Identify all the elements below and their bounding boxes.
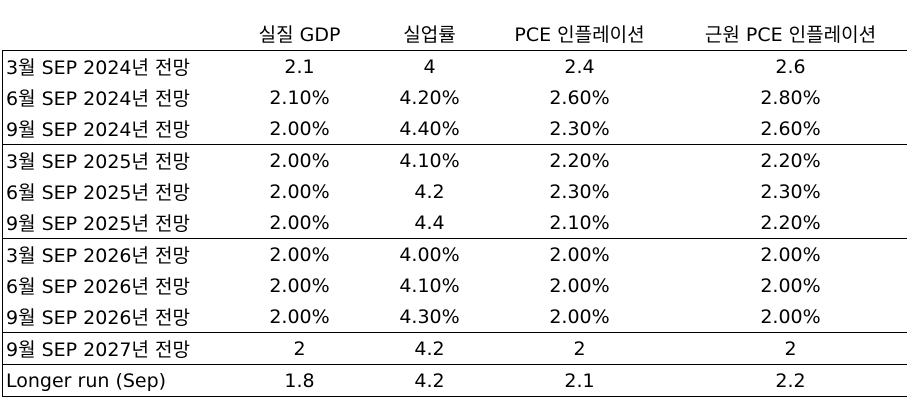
row-label: 3월 SEP 2025년 전망: [2, 144, 225, 176]
cell: 4.40%: [374, 113, 485, 145]
column-header: 실업률: [374, 0, 485, 51]
cell: 2.80%: [760, 86, 821, 109]
table-row: 6월 SEP 2025년 전망 2.00% 4.2 2.30% 2.30%: [2, 176, 907, 207]
cell: 2: [674, 332, 907, 365]
cell: 2.00%: [269, 180, 330, 203]
cell: 4.2: [414, 180, 445, 203]
cell: 2.00%: [674, 301, 907, 333]
table-row: 9월 SEP 2025년 전망 2.00% 4.4 2.10% 2.20%: [2, 207, 907, 239]
cell: 4: [423, 55, 436, 78]
cell: 2.00%: [549, 243, 610, 266]
column-header: PCE 인플레이션: [484, 0, 675, 51]
cell: 2.60%: [674, 113, 907, 145]
column-header: 근원 PCE 인플레이션: [674, 0, 907, 51]
cell: 2.00%: [760, 243, 821, 266]
column-header: 실질 GDP: [224, 0, 375, 51]
row-label: 9월 SEP 2024년 전망: [2, 113, 225, 145]
table-row: 9월 SEP 2027년 전망 2 4.2 2 2: [2, 332, 907, 365]
corner-cell: [2, 0, 225, 51]
cell: 2.00%: [549, 274, 610, 297]
cell: 2.00%: [484, 301, 675, 333]
row-label: 9월 SEP 2026년 전망: [2, 301, 225, 333]
table-row: 6월 SEP 2024년 전망 2.10% 4.20% 2.60% 2.80%: [2, 82, 907, 113]
cell: 4.00%: [399, 243, 460, 266]
cell: 2.6: [775, 55, 806, 78]
cell: 2.00%: [224, 207, 375, 239]
table-row: 3월 SEP 2024년 전망 2.1 4 2.4 2.6: [2, 50, 907, 82]
table-row: 9월 SEP 2024년 전망 2.00% 4.40% 2.30% 2.60%: [2, 113, 907, 145]
row-label: 6월 SEP 2026년 전망: [2, 270, 225, 301]
sep-table: 실질 GDP 실업률 PCE 인플레이션 근원 PCE 인플레이션 3월 SEP 20…: [2, 0, 907, 397]
cell: 2.00%: [224, 301, 375, 333]
cell: 2.60%: [549, 86, 610, 109]
header-row: 실질 GDP 실업률 PCE 인플레이션 근원 PCE 인플레이션: [2, 0, 907, 51]
cell: 4.20%: [399, 86, 460, 109]
cell: 2.1: [284, 55, 315, 78]
cell: 2: [484, 332, 675, 365]
cell: 4.4: [374, 207, 485, 239]
cell: 4.2: [374, 364, 485, 397]
cell: 2.20%: [674, 207, 907, 239]
cell: 2.30%: [549, 180, 610, 203]
table-body: 3월 SEP 2024년 전망 2.1 4 2.4 2.6 6월 SEP 2024년 전망…: [2, 50, 907, 397]
cell: 4.10%: [399, 149, 460, 172]
row-label: 3월 SEP 2026년 전망: [2, 238, 225, 270]
cell: 4.2: [374, 332, 485, 365]
cell: 2.00%: [224, 113, 375, 145]
cell: 2.20%: [549, 149, 610, 172]
cell: 4.10%: [399, 274, 460, 297]
cell: 2.2: [674, 364, 907, 397]
cell: 2.30%: [760, 180, 821, 203]
table-row: 3월 SEP 2026년 전망 2.00% 4.00% 2.00% 2.00%: [2, 238, 907, 270]
table-row: 6월 SEP 2026년 전망 2.00% 4.10% 2.00% 2.00%: [2, 270, 907, 301]
cell: 2.00%: [760, 274, 821, 297]
cell: 2: [224, 332, 375, 365]
cell: 2.10%: [484, 207, 675, 239]
table-row: 3월 SEP 2025년 전망 2.00% 4.10% 2.20% 2.20%: [2, 144, 907, 176]
table-row: Longer run (Sep) 1.8 4.2 2.1 2.2: [2, 364, 907, 397]
cell: 2.4: [564, 55, 595, 78]
row-label: 9월 SEP 2027년 전망: [2, 332, 225, 365]
table-row: 9월 SEP 2026년 전망 2.00% 4.30% 2.00% 2.00%: [2, 301, 907, 333]
row-label: 9월 SEP 2025년 전망: [2, 207, 225, 239]
cell: 2.10%: [269, 86, 330, 109]
cell: 4.30%: [374, 301, 485, 333]
cell: 2.00%: [269, 243, 330, 266]
cell: 1.8: [224, 364, 375, 397]
cell: 2.1: [484, 364, 675, 397]
row-label: Longer run (Sep): [2, 364, 225, 397]
row-label: 3월 SEP 2024년 전망: [2, 50, 225, 82]
cell: 2.20%: [760, 149, 821, 172]
cell: 2.30%: [484, 113, 675, 145]
row-label: 6월 SEP 2025년 전망: [2, 176, 225, 207]
cell: 2.00%: [269, 274, 330, 297]
cell: 2.00%: [269, 149, 330, 172]
row-label: 6월 SEP 2024년 전망: [2, 82, 225, 113]
